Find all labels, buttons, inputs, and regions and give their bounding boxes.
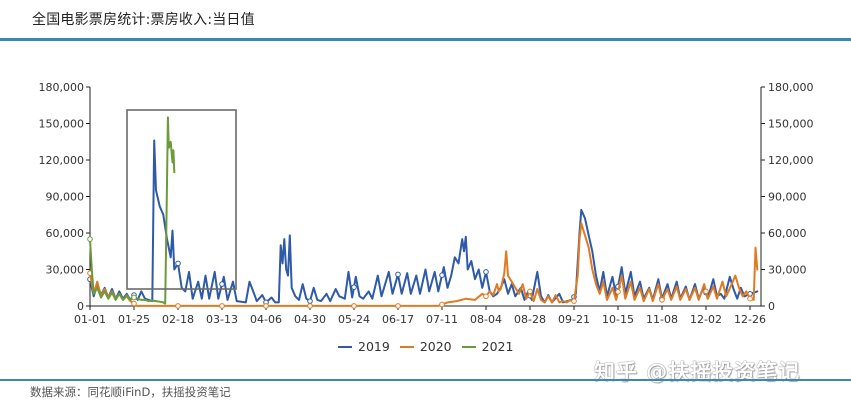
legend-item-2020[interactable]: 2020 — [399, 339, 452, 354]
legend-label-2019: 2019 — [358, 339, 390, 354]
x-tick-label: 10-15 — [602, 313, 634, 326]
series-marker — [219, 303, 225, 309]
x-tick-label: 01-25 — [118, 313, 150, 326]
series-marker — [483, 293, 489, 300]
watermark: 知乎 @扶摇投资笔记 — [594, 360, 801, 384]
series-line-2021 — [89, 116, 176, 305]
series-marker — [483, 269, 489, 275]
legend-swatch-2019 — [338, 345, 352, 348]
series-marker — [659, 297, 665, 303]
series-marker — [439, 301, 445, 308]
y-tick-label: 120,000 — [39, 154, 85, 167]
x-tick-label: 06-17 — [382, 313, 414, 326]
y2-tick-label: 90,000 — [768, 191, 807, 204]
series-marker — [615, 289, 621, 295]
y-tick-label: 0 — [77, 300, 84, 313]
series-marker — [307, 298, 313, 304]
x-tick-label: 03-13 — [206, 313, 238, 326]
legend-label-2021: 2021 — [481, 339, 514, 354]
series-marker — [131, 300, 137, 307]
y2-tick-label: 150,000 — [768, 118, 814, 131]
y-tick-label: 180,000 — [39, 81, 85, 94]
series-marker — [571, 298, 577, 304]
header-divider — [0, 38, 851, 41]
x-tick-label: 02-18 — [162, 313, 194, 326]
y2-tick-label: 30,000 — [768, 264, 807, 277]
legend-item-2019[interactable]: 2019 — [338, 339, 390, 354]
y2-tick-label: 0 — [768, 300, 775, 313]
x-tick-label: 05-24 — [338, 313, 370, 326]
chart-axes: 0 30,000 60,000 90,000 120,000 150,000 180,000… — [39, 81, 814, 326]
series-line-2020 — [89, 222, 759, 307]
x-tick-label: 08-04 — [470, 313, 502, 326]
y-tick-label: 30,000 — [46, 264, 85, 277]
x-tick-label: 12-26 — [734, 313, 766, 326]
data-source-note: 数据来源：同花顺iFinD，扶摇投资笔记 — [30, 385, 231, 399]
y2-tick-label: 180,000 — [768, 81, 814, 94]
highlight-box — [126, 109, 237, 290]
x-tick-label: 09-21 — [558, 313, 590, 326]
y2-tick-label: 120,000 — [768, 154, 814, 167]
series-marker — [747, 295, 753, 302]
legend-swatch-2020 — [399, 345, 414, 348]
y-tick-label: 90,000 — [46, 191, 85, 204]
x-tick-label: 01-01 — [74, 313, 106, 326]
x-tick-label: 07-11 — [426, 313, 458, 326]
series-marker — [219, 281, 225, 287]
x-tick-label: 04-30 — [294, 313, 326, 326]
x-tick-label: 08-28 — [514, 313, 546, 326]
series-marker — [175, 260, 181, 267]
footer-divider — [0, 379, 851, 381]
legend-swatch-2021 — [461, 345, 476, 348]
series-marker — [263, 303, 269, 309]
chart-legend: 2019 2020 2021 — [338, 339, 513, 354]
series-marker — [175, 303, 181, 309]
series-marker — [439, 272, 445, 278]
x-tick-label: 11-08 — [646, 313, 678, 326]
series-marker — [131, 294, 137, 301]
legend-item-2021[interactable]: 2021 — [461, 339, 514, 354]
y-tick-label: 60,000 — [46, 227, 85, 240]
series-marker — [351, 303, 357, 309]
x-tick-label: 12-02 — [690, 313, 722, 326]
series-marker — [703, 288, 709, 295]
series-marker — [307, 303, 313, 309]
y-tick-label: 150,000 — [39, 118, 85, 131]
legend-label-2020: 2020 — [419, 339, 452, 354]
chart-series — [87, 116, 759, 309]
series-marker — [395, 271, 401, 278]
series-marker — [87, 236, 93, 242]
chart-title: 全国电影票房统计:票房收入:当日值 — [32, 12, 255, 28]
series-marker — [527, 288, 533, 295]
series-line-2019 — [89, 139, 759, 304]
x-tick-label: 04-06 — [250, 313, 282, 326]
series-marker — [351, 284, 357, 290]
y2-tick-label: 60,000 — [768, 227, 807, 240]
series-marker — [395, 303, 401, 309]
